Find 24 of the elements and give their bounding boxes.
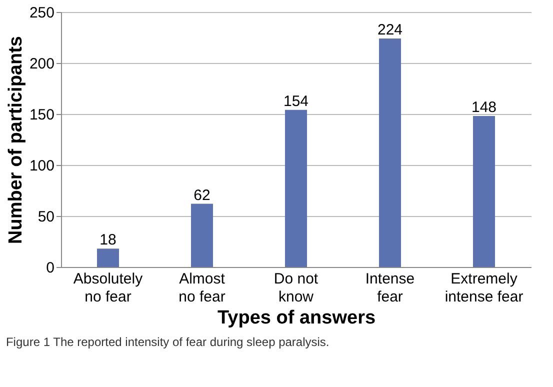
data-label: 224	[377, 22, 403, 39]
x-tick-label: Almost no fear	[178, 270, 226, 306]
data-label: 148	[471, 99, 497, 116]
bar	[285, 110, 307, 267]
data-label: 18	[100, 232, 116, 249]
caption: Figure 1 The reported intensity of fear during sleep paralysis.	[6, 335, 330, 349]
x-axis-title: Types of answers	[217, 308, 376, 328]
x-tick-label: Absolutely no fear	[73, 270, 144, 306]
x-tick-label: Intense fear	[365, 270, 415, 306]
y-tick-label: 0	[46, 260, 54, 276]
y-tick-label: 100	[29, 158, 54, 174]
bar	[191, 204, 213, 267]
y-tick-label: 50	[38, 208, 54, 226]
x-tick-label: Extremely intense fear	[444, 270, 524, 306]
y-tick-label: 250	[29, 4, 54, 22]
data-label: 62	[194, 186, 210, 204]
y-axis-title: Number of participants	[5, 36, 26, 244]
data-label: 154	[283, 92, 309, 110]
x-tick-label: Do not know	[274, 270, 319, 306]
bar	[379, 38, 401, 267]
y-tick-label: 150	[29, 106, 54, 124]
bar	[473, 116, 495, 267]
bar	[97, 248, 119, 267]
y-tick-label: 200	[29, 56, 54, 72]
